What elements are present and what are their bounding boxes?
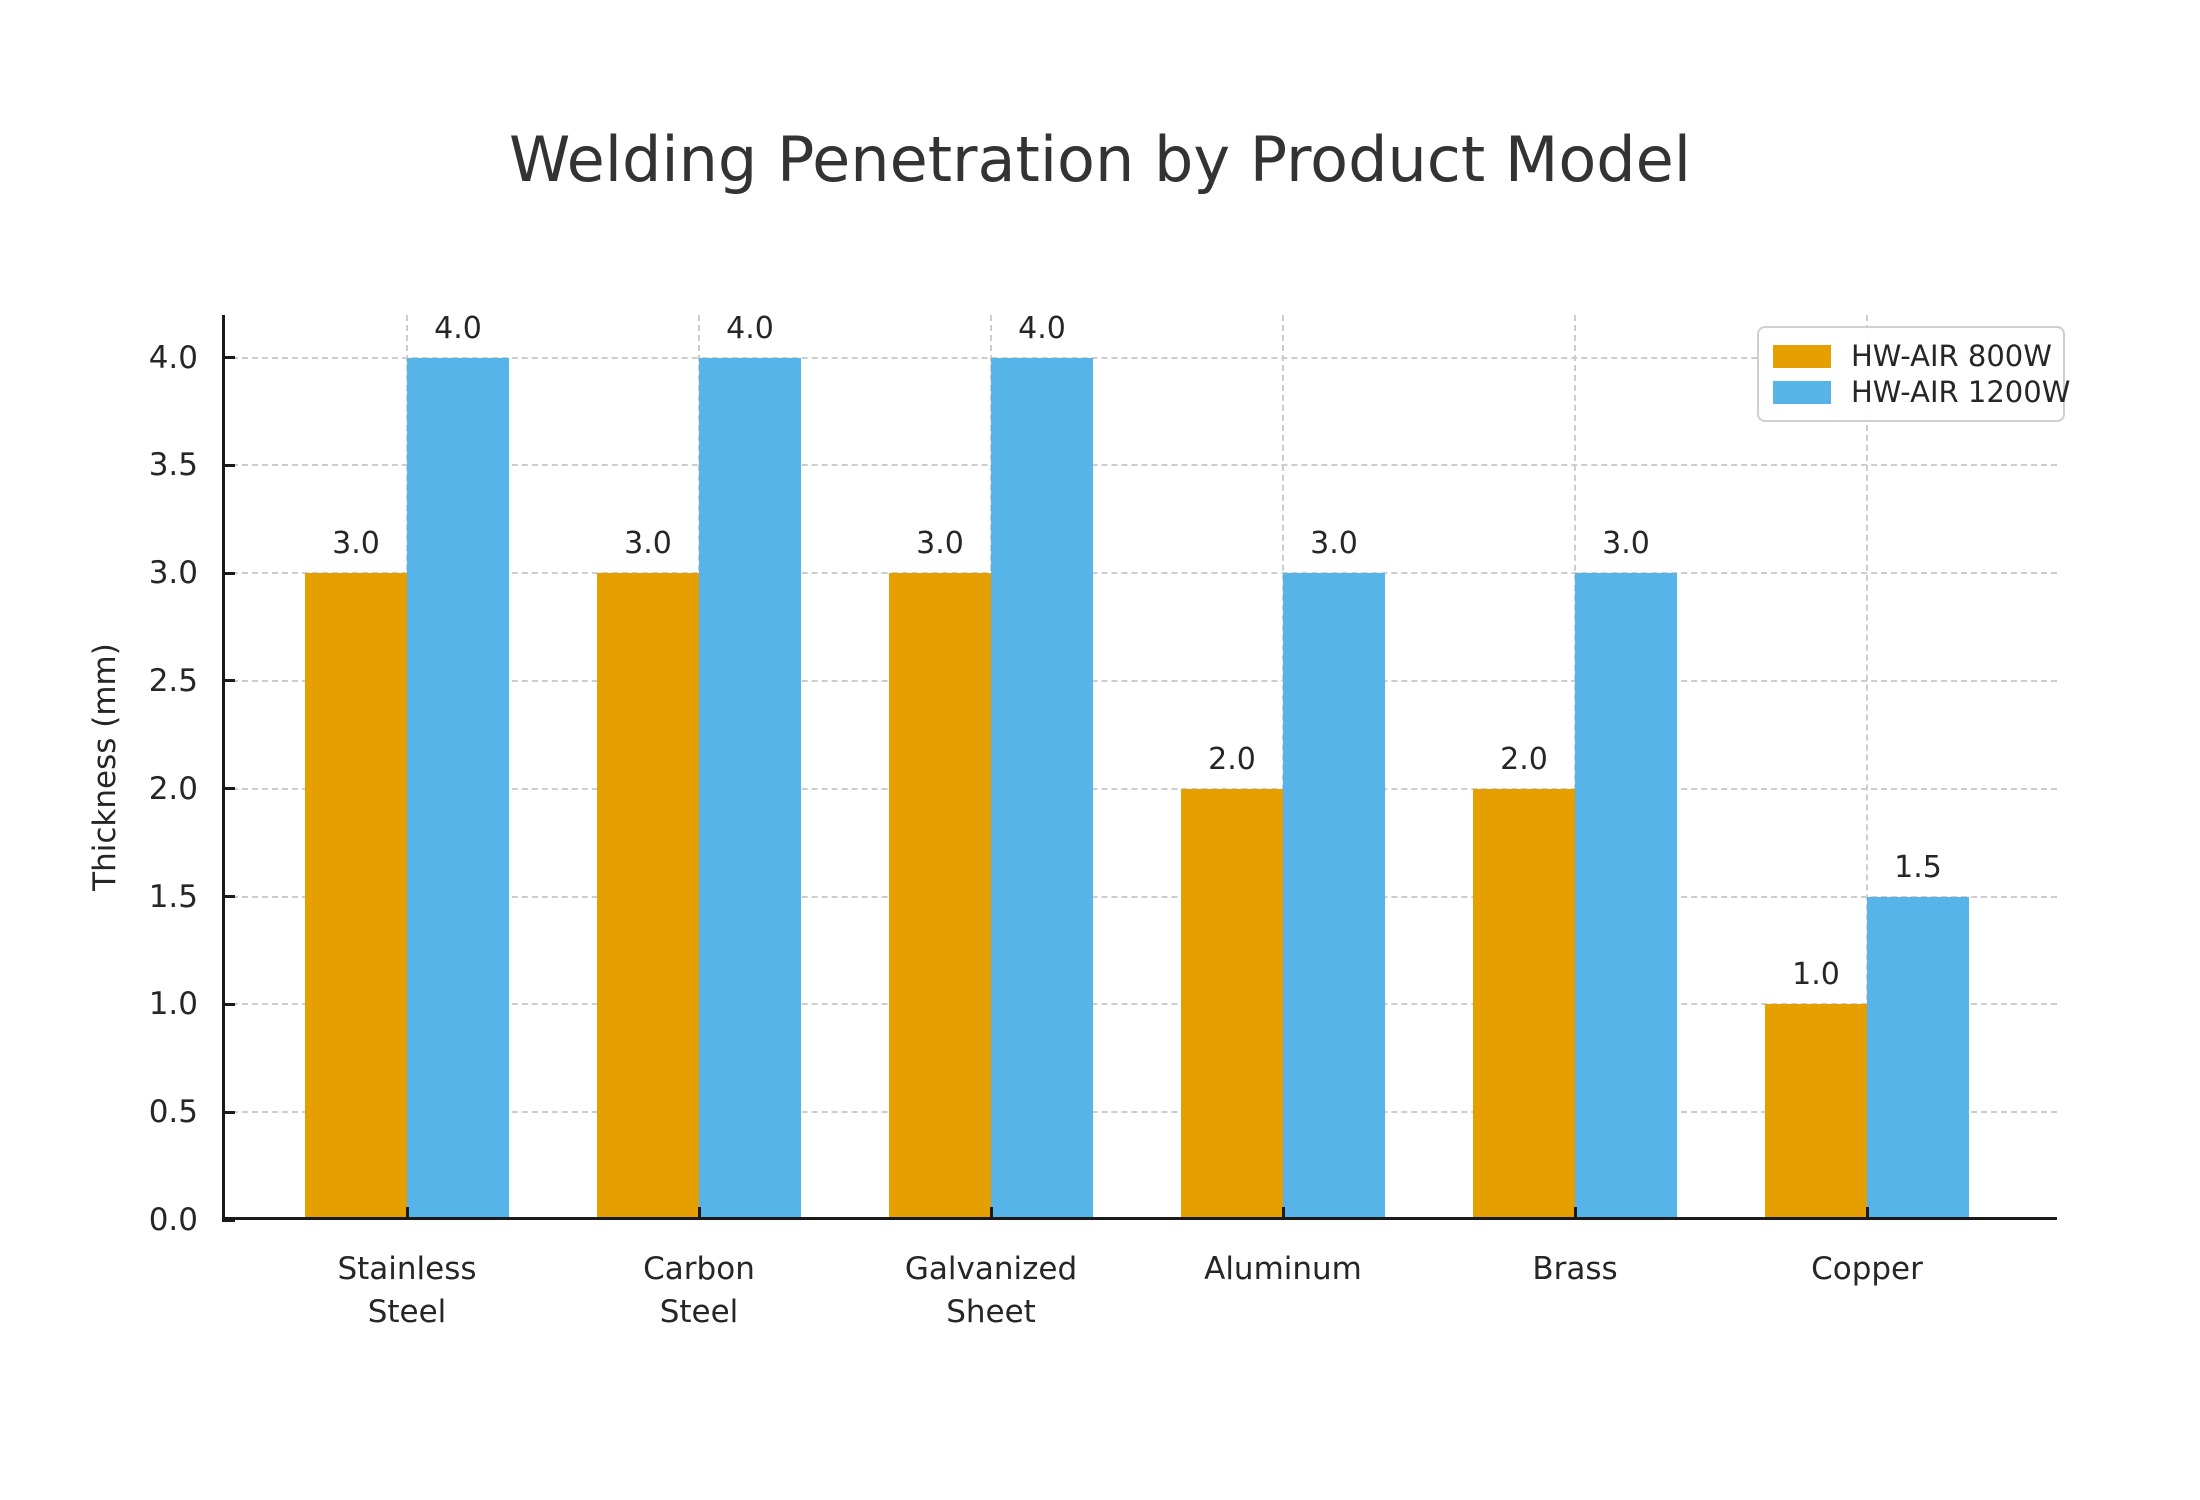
bar-value-label: 3.0 [332, 526, 380, 562]
bottom-spine [222, 1217, 2057, 1220]
gridline-h [222, 679, 2057, 682]
gridline-h [222, 1003, 2057, 1006]
y-tick-mark [222, 571, 235, 575]
y-tick-mark [222, 1110, 235, 1114]
y-tick-mark [222, 356, 235, 359]
legend-swatch [1773, 380, 1831, 404]
bar-value-label: 3.0 [1310, 526, 1358, 562]
y-tick-mark [222, 1002, 235, 1006]
y-tick-label: 2.0 [148, 770, 198, 807]
y-tick-label: 4.0 [148, 339, 198, 376]
bar-value-label: 3.0 [916, 526, 964, 562]
y-tick-label: 2.5 [148, 662, 198, 699]
bar-value-label: 3.0 [624, 526, 672, 562]
bar [407, 357, 509, 1220]
bar-value-label: 4.0 [434, 310, 482, 346]
y-tick-mark [222, 787, 235, 791]
bar-value-label: 2.0 [1500, 741, 1548, 777]
bar [1867, 896, 1969, 1220]
bar [305, 573, 407, 1220]
x-tick-label: Copper [1811, 1251, 1923, 1287]
y-tick-label: 1.5 [148, 878, 198, 915]
y-tick-label: 3.5 [148, 447, 198, 484]
bar-value-label: 4.0 [1018, 310, 1066, 346]
legend-item: HW-AIR 800W [1773, 339, 2052, 373]
y-tick-mark [222, 1218, 235, 1222]
x-tick-label: Carbon Steel [643, 1251, 755, 1330]
bar [1473, 788, 1575, 1220]
y-tick-mark [222, 895, 235, 899]
x-tick-mark [1865, 1207, 1869, 1220]
bar-value-label: 4.0 [726, 310, 774, 346]
x-tick-label: Galvanized Sheet [904, 1251, 1078, 1330]
gridline-h [222, 356, 2057, 359]
x-tick-label: Brass [1532, 1251, 1618, 1287]
x-tick-mark [405, 1207, 409, 1220]
gridline-h [222, 572, 2057, 575]
plot-area: 3.0 3.0 3.0 2.0 2.0 1.0 4.0 4.0 4.0 3.0 3.0 1.5 [222, 311, 2057, 1222]
bar [991, 357, 1093, 1220]
bar [1283, 573, 1385, 1220]
bar-value-label: 3.0 [1602, 526, 1650, 562]
legend: HW-AIR 800W HW-AIR 1200W [1757, 326, 2070, 422]
x-tick-mark [697, 1207, 701, 1220]
x-tick-mark [989, 1207, 993, 1220]
y-tick-label: 3.0 [148, 555, 198, 592]
bar [1181, 788, 1283, 1220]
y-tick-label: 0.0 [148, 1202, 198, 1238]
gridline-h [222, 895, 2057, 898]
gridline-v [1866, 315, 1868, 1220]
gridline-h [222, 464, 2057, 467]
gridline-h [222, 787, 2057, 790]
x-tick-mark [1281, 1207, 1285, 1220]
bar-value-label: 1.0 [1792, 957, 1840, 993]
legend-swatch [1773, 344, 1831, 368]
left-spine [222, 315, 225, 1220]
y-tick-label: 1.0 [148, 986, 198, 1023]
y-tick-mark [222, 463, 235, 467]
bar [1575, 573, 1677, 1220]
bar [889, 573, 991, 1220]
y-tick-mark [222, 679, 235, 683]
x-tick-label: Stainless Steel [337, 1251, 477, 1330]
gridline-h [222, 1111, 2057, 1114]
bar-value-label: 1.5 [1894, 849, 1942, 885]
chart-title: Welding Penetration by Product Model [508, 123, 1692, 196]
legend-label: HW-AIR 1200W [1851, 375, 2071, 409]
x-tick-mark [1573, 1207, 1577, 1220]
y-tick-label: 0.5 [148, 1094, 198, 1131]
x-tick-label: Aluminum [1204, 1251, 1362, 1287]
bar [1765, 1004, 1867, 1220]
bar-value-label: 2.0 [1208, 741, 1256, 777]
legend-label: HW-AIR 800W [1851, 339, 2052, 373]
bar [597, 573, 699, 1220]
bar [699, 357, 801, 1220]
legend-item: HW-AIR 1200W [1773, 377, 2070, 407]
